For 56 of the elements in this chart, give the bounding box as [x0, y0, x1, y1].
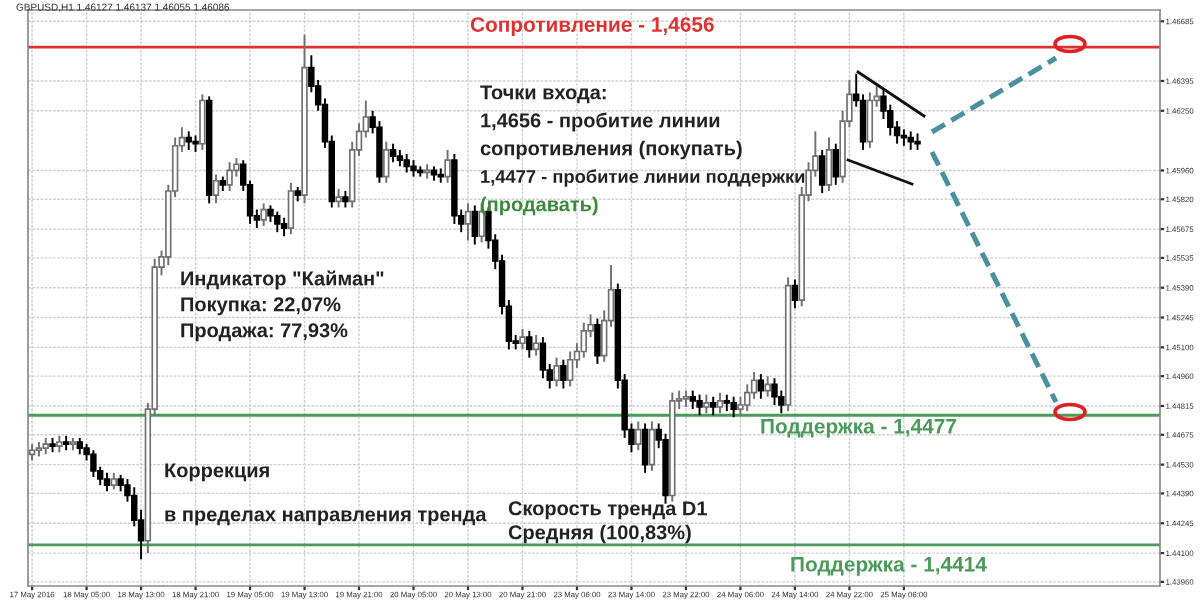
annotation: Средняя (100,83%) — [508, 524, 691, 544]
candlestick — [519, 327, 526, 351]
candlestick — [383, 140, 390, 184]
candlestick — [403, 153, 410, 174]
candlestick — [389, 142, 397, 164]
annotation: в пределах направления тренда — [165, 510, 487, 526]
candlestick — [471, 204, 479, 246]
candlestick — [532, 334, 540, 357]
candlestick — [764, 375, 771, 398]
candlestick — [199, 93, 206, 151]
candlestick — [641, 422, 649, 474]
ref-line-label: Поддержка - 1,4414 — [791, 557, 987, 576]
annotation: сопротивления (покупать) — [480, 140, 742, 160]
candlestick — [832, 142, 840, 186]
candlestick — [526, 329, 533, 359]
annotation: Скорость тренда D1 — [508, 501, 707, 520]
candlestick — [553, 356, 560, 388]
candlestick — [635, 420, 642, 452]
annotation: Точки входа: — [480, 85, 606, 104]
candlestick — [757, 373, 765, 400]
candlestick — [566, 350, 574, 388]
candlestick — [866, 91, 874, 149]
candlestick — [703, 393, 710, 415]
annotation: Покупка: 22,07% — [181, 297, 341, 316]
ref-line-label: Поддержка - 1,4477 — [761, 419, 956, 438]
candlestick — [90, 449, 97, 478]
annotation: Коррекция — [165, 463, 269, 482]
candlestick — [907, 130, 914, 151]
annotation: Продажа: 77,93% — [181, 323, 348, 342]
annotation: Индикатор "Кайман" — [181, 270, 384, 290]
candlestick — [594, 317, 601, 365]
candlestick — [716, 391, 724, 415]
candlestick — [560, 358, 567, 390]
annotation: (продавать) — [481, 196, 598, 216]
candlestick — [689, 389, 696, 411]
candlestick — [825, 136, 833, 192]
candlestick — [274, 210, 281, 234]
candlestick — [648, 420, 656, 472]
annotation: 1,4656 - пробитие линии — [481, 112, 720, 132]
candlestick — [335, 188, 342, 209]
candlestick — [464, 202, 472, 242]
candlestick — [709, 395, 717, 417]
candlestick — [730, 395, 737, 419]
candlestick — [103, 471, 111, 493]
candlestick — [696, 393, 703, 417]
candlestick — [212, 173, 220, 205]
candlestick — [771, 377, 778, 406]
ref-line-label: Сопротивление - 1,4656 — [470, 17, 714, 36]
candlestick — [280, 216, 288, 238]
candlestick — [226, 161, 233, 192]
candlestick — [260, 202, 267, 227]
candlestick — [287, 181, 295, 236]
candlestick — [791, 278, 799, 310]
candlestick — [818, 148, 826, 195]
candlestick — [444, 148, 451, 184]
annotation: 1,4477 - пробитие линии поддержки — [481, 169, 805, 187]
